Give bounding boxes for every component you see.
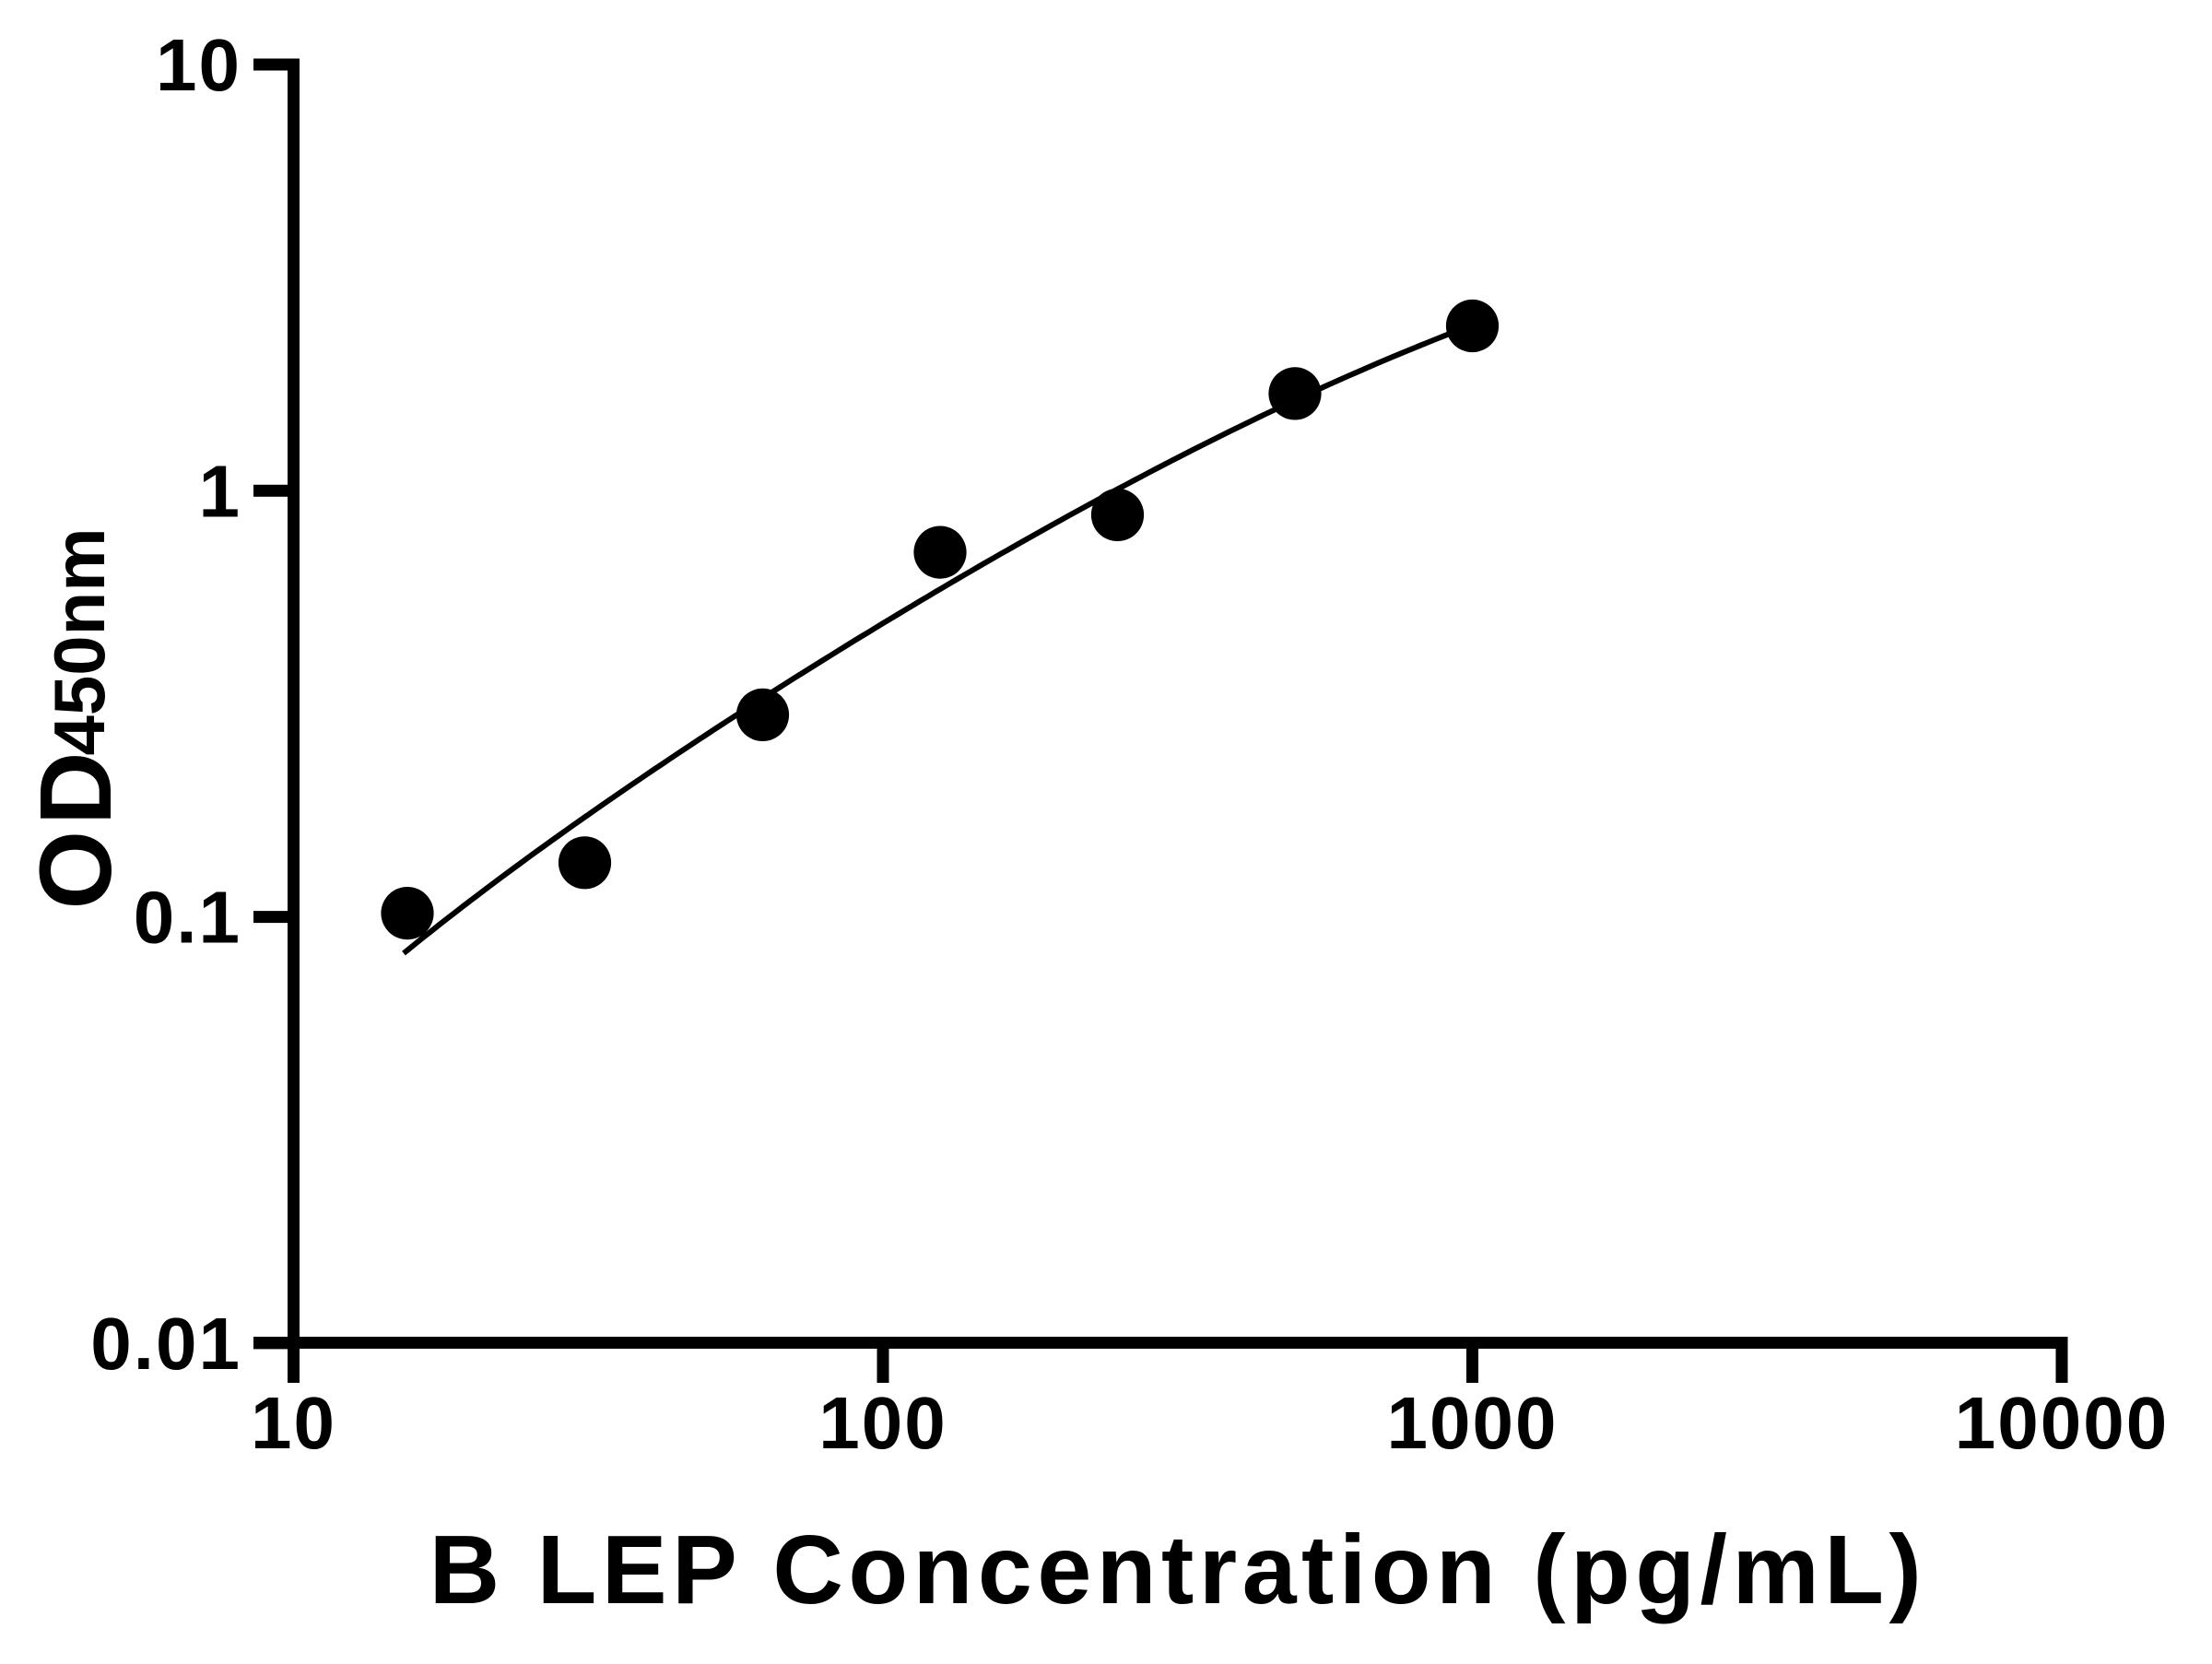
svg-text:B LEP Concentration (pg/mL): B LEP Concentration (pg/mL) [429, 1516, 1927, 1624]
svg-text:OD450nm: OD450nm [19, 527, 133, 909]
svg-text:0.1: 0.1 [134, 877, 241, 959]
svg-text:10000: 10000 [1955, 1382, 2169, 1464]
svg-text:10: 10 [156, 24, 241, 106]
svg-text:1000: 1000 [1387, 1382, 1559, 1464]
svg-text:10: 10 [251, 1382, 336, 1464]
svg-text:0.01: 0.01 [90, 1303, 241, 1385]
svg-text:100: 100 [818, 1382, 947, 1464]
svg-text:1: 1 [199, 450, 242, 532]
